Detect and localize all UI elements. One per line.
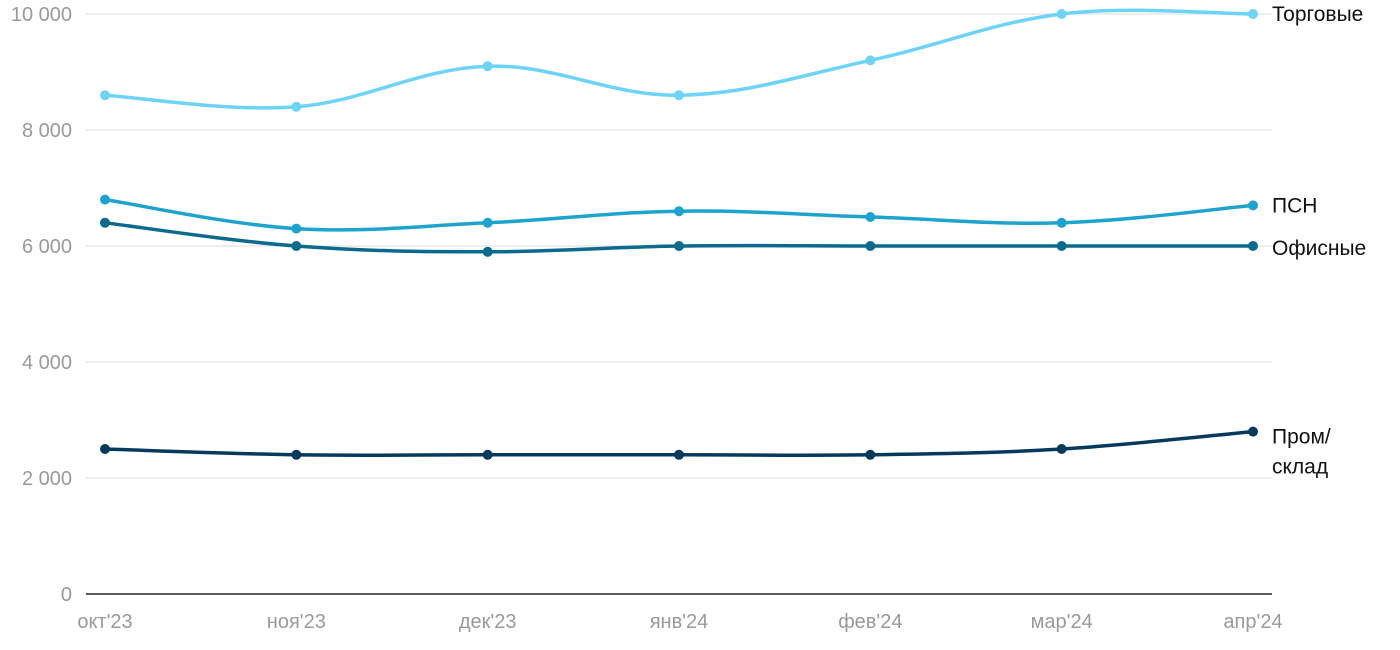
y-tick-label: 10 000 [11, 4, 72, 26]
data-point [674, 241, 684, 251]
data-point [1248, 426, 1258, 437]
data-point [1056, 217, 1067, 228]
data-point [674, 449, 684, 460]
data-point [1056, 444, 1067, 454]
data-point [291, 223, 302, 234]
series-labels: Торговые ПСН Офисные Пром/склад [1272, 3, 1366, 479]
x-tick-label: янв'24 [650, 611, 709, 633]
data-point [482, 217, 493, 228]
data-point [674, 206, 684, 217]
data-point [674, 90, 684, 101]
series-label: Офисные [1272, 237, 1366, 260]
data-point [1248, 241, 1258, 251]
series-2 [100, 217, 1258, 257]
x-tick-label: ноя'23 [267, 611, 326, 633]
x-tick-label: апр'24 [1223, 611, 1282, 633]
y-tick-label: 2 000 [22, 468, 72, 490]
data-point [865, 212, 876, 222]
data-point [100, 217, 110, 228]
series-label: Пром/ [1272, 426, 1331, 449]
data-point [865, 55, 876, 66]
data-point [1248, 200, 1258, 211]
data-point [291, 449, 302, 460]
data-point [100, 194, 110, 205]
data-point [482, 246, 493, 257]
data-point [865, 449, 876, 460]
series-0 [100, 8, 1258, 112]
data-point [482, 61, 493, 72]
x-tick-label: окт'23 [77, 611, 132, 633]
data-point [482, 449, 493, 460]
data-point [100, 90, 110, 101]
x-tick-label: дек'23 [459, 611, 517, 633]
data-point [291, 101, 302, 112]
y-tick-label: 0 [61, 584, 72, 606]
data-point [100, 444, 110, 454]
series-3 [100, 426, 1258, 460]
series-1 [100, 194, 1258, 234]
series [100, 8, 1258, 460]
x-axis-ticks: окт'23 ноя'23 дек'23 янв'24 фев'24 мар'24 апр'… [77, 611, 1282, 633]
data-point [1056, 9, 1067, 19]
y-tick-label: 8 000 [22, 120, 72, 142]
data-point [1248, 9, 1258, 19]
x-tick-label: мар'24 [1031, 611, 1093, 633]
series-label: Торговые [1272, 3, 1363, 26]
data-point [291, 241, 302, 251]
x-tick-label: фев'24 [838, 611, 902, 633]
y-tick-label: 4 000 [22, 352, 72, 374]
y-tick-label: 6 000 [22, 236, 72, 258]
series-label: склад [1272, 456, 1328, 479]
data-point [865, 241, 876, 251]
series-label: ПСН [1272, 194, 1317, 217]
data-point [1056, 241, 1067, 251]
y-axis-ticks: 0 2 000 4 000 6 000 8 000 10 000 [11, 4, 72, 606]
